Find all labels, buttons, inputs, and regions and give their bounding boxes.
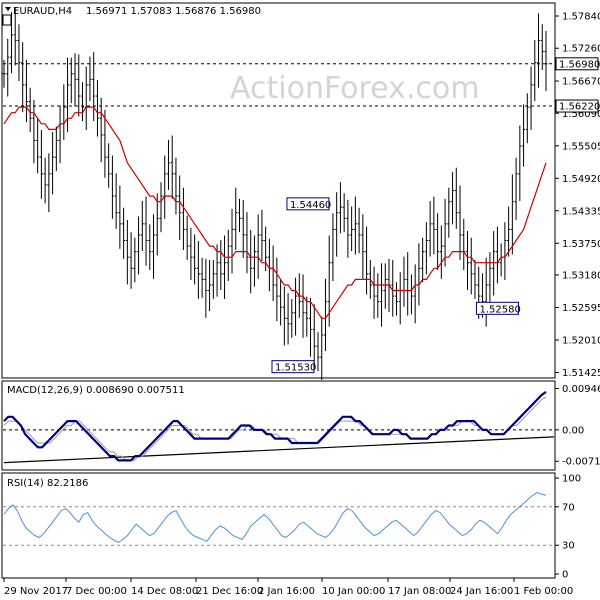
price-y-tick-label: 1.53180 — [562, 270, 600, 281]
price-y-tick-label: 1.53750 — [562, 239, 600, 250]
macd-header: MACD(12,26,9) 0.008690 0.007511 — [7, 385, 185, 396]
x-tick-label: 7 Dec 00:00 — [66, 586, 127, 597]
rsi-y-tick-label: 0 — [562, 570, 568, 581]
price-y-tick-label: 1.55505 — [562, 141, 600, 152]
price-y-tick-label: 1.54335 — [562, 206, 600, 217]
macd-y-tick-label: -0.007178 — [562, 457, 600, 468]
macd-signal-line — [3, 396, 547, 461]
rsi-y-tick-label: 30 — [562, 541, 575, 552]
axis-layer: 1.57840 1.57260 1.56670 1.56090 1.55505 1.549… — [3, 12, 600, 597]
price-y-tick-label: 1.51425 — [562, 368, 600, 379]
price-y-tick-label: 1.52010 — [562, 335, 600, 346]
price-panel-frame — [1, 2, 556, 379]
x-tick-label: 10 Jan 00:00 — [322, 586, 385, 597]
moving-average-line — [3, 106, 547, 319]
x-tick-label: 24 Jan 16:00 — [450, 586, 513, 597]
price-y-tick-label: 1.56670 — [562, 77, 600, 88]
x-tick-label: 2 Jan 16:00 — [258, 586, 315, 597]
rsi-header: RSI(14) 82.2186 — [7, 478, 88, 489]
price-annotation-box — [286, 197, 330, 211]
rsi-layer — [3, 491, 554, 546]
rsi-line — [3, 491, 547, 543]
x-tick-label: 21 Dec 16:00 — [196, 586, 263, 597]
rsi-panel-frame — [1, 472, 556, 579]
symbol-header: EURAUD,H4 — [13, 6, 72, 17]
x-tick-label: 14 Dec 08:00 — [131, 586, 198, 597]
macd-line — [3, 391, 547, 462]
x-tick-label: 29 Nov 2017 — [4, 586, 68, 597]
macd-y-tick-label: 0.00 — [562, 425, 584, 436]
price-annotation-box — [271, 360, 315, 374]
price-level-box — [555, 57, 599, 71]
rsi-y-tick-label: 70 — [562, 502, 575, 513]
price-y-tick-label: 1.57840 — [562, 12, 600, 23]
watermark: ActionForex.com — [230, 71, 479, 106]
ohlc-header: 1.56971 1.57083 1.56876 1.56980 — [86, 6, 261, 17]
price-y-tick-label: 1.52595 — [562, 303, 600, 314]
macd-y-tick-label: 0.009466 — [562, 384, 600, 395]
price-annotation-label: 1.52580 — [479, 304, 520, 315]
price-layer: 1.54460 1.52580 1.51530 — [2, 7, 554, 381]
rsi-y-tick-label: 100 — [562, 474, 581, 485]
price-level-label: 1.56980 — [559, 59, 600, 70]
x-tick-label: 17 Jan 08:00 — [388, 586, 451, 597]
scroll-marker-icon[interactable] — [2, 14, 12, 26]
price-annotation-label: 1.54460 — [290, 200, 331, 211]
price-level-box — [555, 99, 599, 113]
macd-trendline — [3, 436, 555, 464]
price-level-label: 1.56220 — [559, 102, 600, 113]
price-y-tick-label: 1.54920 — [562, 174, 600, 185]
price-y-tick-label: 1.56090 — [562, 109, 600, 120]
price-annotation-box — [475, 301, 519, 315]
x-tick-label: 1 Feb 00:00 — [514, 586, 573, 597]
collapse-arrow-icon[interactable] — [5, 7, 11, 11]
price-y-tick-label: 1.57260 — [562, 44, 600, 55]
macd-panel-frame — [1, 380, 556, 471]
price-annotation-label: 1.51530 — [275, 363, 316, 374]
macd-layer — [3, 391, 555, 464]
